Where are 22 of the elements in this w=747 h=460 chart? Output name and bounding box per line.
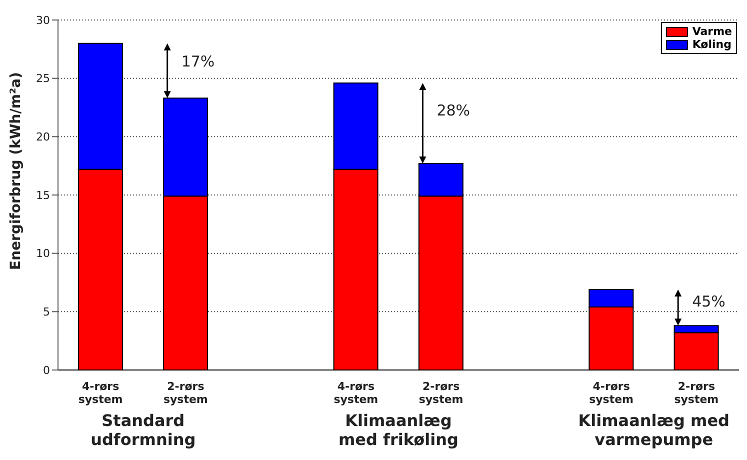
x-tick-label: 2-rørs system (674, 380, 719, 406)
y-tick-label: 0 (43, 364, 50, 377)
y-tick-label: 10 (36, 247, 50, 260)
text: Klimaanlæg med frikøling (338, 411, 458, 449)
x-tick-label: 4-rørs system (334, 380, 378, 406)
y-tick-label: 20 (36, 130, 50, 144)
x-tick-label: 2-rørs system (418, 380, 464, 406)
y-tick-label: 5 (43, 306, 50, 319)
x-tick-label: 4-rørs system (78, 380, 123, 406)
legend-label: Varme (692, 25, 732, 38)
y-tick-label: 30 (36, 14, 50, 27)
annotation: 17% (181, 52, 215, 71)
legend-label: Køling (692, 38, 732, 51)
text: Klimaanlæg med varmepumpe (578, 411, 730, 449)
y-tick-label: 15 (36, 188, 50, 202)
x-tick-label: 2-rørs system (163, 380, 208, 406)
y-tick-label: 25 (36, 72, 50, 86)
x-tick-label: 4-rørs system (589, 380, 634, 406)
text: Standard udformning (90, 411, 196, 449)
y-axis-title: Energiforbrug (kWh/m²a) (8, 72, 24, 270)
annotation: 45% (692, 292, 726, 310)
annotation: 28% (436, 101, 470, 120)
